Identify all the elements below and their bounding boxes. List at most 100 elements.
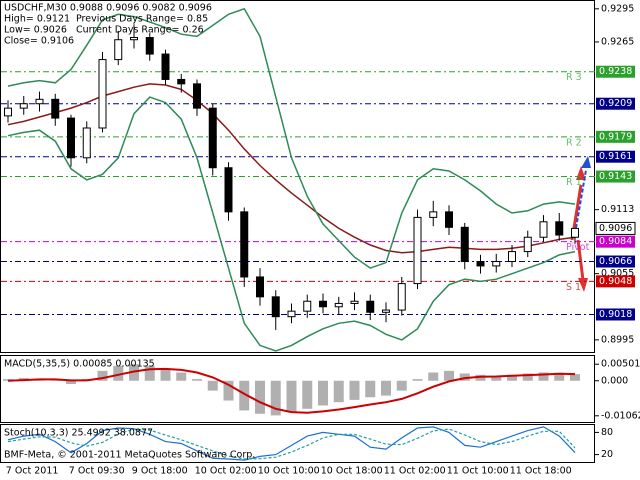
candle-body [492,261,501,267]
x-tick-label: 11 Oct 18:00 [510,466,572,477]
histogram-bar [444,370,454,381]
level-value: 0.9018 [599,309,632,320]
candle-body [271,296,280,318]
candle-body [256,276,264,298]
y-tick-label: 0.00501 [601,359,640,370]
indicator-line [7,7,576,269]
candle-body [35,98,44,105]
candle-body [508,251,516,263]
x-tick-label: 10 Oct 10:00 [258,466,320,477]
y-tick-label: 0.9113 [601,204,634,215]
histogram-bar [286,380,297,413]
histogram-bar [176,372,187,381]
level-box [596,97,635,110]
candle-body [208,107,217,169]
candle-body [460,226,469,263]
x-tick-label: 9 Oct 18:00 [132,466,188,477]
candle-body [82,127,91,159]
panel-title: MACD(5,35,5) 0.00085 0.00135 [4,359,155,370]
copyright: BMF-Meta, © 2001-2011 MetaQuotes Softwar… [4,450,255,461]
candle-body [350,300,359,304]
level-box [596,235,635,248]
histogram-bar [522,373,533,381]
level-value: 0.9048 [599,276,632,287]
histogram-bar [66,380,76,385]
panel-title: Stoch(10,3,3) 25.4992 38.0877 [4,428,153,439]
level-box [596,170,635,183]
x-tick-label: 11 Oct 02:00 [384,466,446,477]
level-value: 0.9143 [599,171,632,182]
candle-body [130,37,138,41]
info-text: Previous Days Range= 0.85 [76,14,208,25]
histogram-bar [318,380,328,406]
candle-body [303,300,312,312]
level-value: 0.9161 [599,151,632,162]
histogram-bar [491,375,502,381]
histogram-bar [192,379,202,381]
stoch-line [7,426,576,461]
level-label: Pivot [566,242,590,253]
histogram-bar [396,380,407,391]
histogram-bar [570,374,580,381]
x-tick-label: 7 Oct 09:30 [69,466,125,477]
signal-line [7,367,576,414]
candle-body [555,221,564,236]
candle-body [382,309,390,313]
indicator-line [7,96,576,352]
candle-body [177,78,186,85]
stoch-panel [0,424,595,463]
candle-body [193,83,201,109]
histogram-bar [381,380,391,396]
histogram-bar [302,380,313,409]
info-text: High= 0.9121 [4,14,70,25]
histogram-bar [239,380,250,411]
candle-body [19,103,28,109]
y-tick-label: 20 [601,449,613,460]
candle-body [523,236,532,253]
macd-panel [0,355,595,423]
level-box [596,130,635,143]
histogram-bar [223,380,234,401]
candle-body [539,221,548,238]
candle-body [429,211,438,218]
candle-body [145,37,154,55]
candle-body [98,59,107,129]
level-label: R 3 [566,72,582,83]
histogram-bar [428,372,439,381]
histogram-bar [97,370,108,381]
candle-body [51,98,60,119]
histogram-bar [412,379,423,381]
price-box [595,221,636,235]
info-text: Close= 0.9106 [4,36,74,47]
histogram-bar [333,380,344,403]
info-text: Low= 0.9026 [4,25,67,36]
level-box [596,150,635,163]
y-tick-label: 0.9055 [601,268,634,279]
histogram-bar [538,372,549,381]
y-tick-label: -0.01062 [601,410,640,421]
info-text: Current Days Range= 0.26 [76,25,204,36]
candle-body [319,300,327,308]
histogram-bar [160,369,171,381]
candle-body [240,211,249,278]
level-box [596,308,635,321]
histogram-bar [349,380,360,400]
y-tick-label: 0.9295 [601,3,634,14]
y-tick-label: 80 [601,427,613,438]
histogram-bar [113,365,124,381]
candle-body [413,216,422,285]
histogram-bar [207,380,218,391]
x-tick-label: 10 Oct 18:00 [321,466,383,477]
x-tick-label: 7 Oct 2011 [6,466,59,477]
candle-body [476,261,485,267]
candle-body [161,53,170,80]
y-tick-label: 0.9265 [601,36,634,47]
candle-body [67,117,75,159]
candle-body [4,107,12,117]
candle-body [224,167,233,213]
level-value: 0.9238 [599,66,632,77]
y-tick-label: 0.000 [601,375,628,386]
histogram-bar [255,380,265,414]
candle-body [334,302,343,308]
